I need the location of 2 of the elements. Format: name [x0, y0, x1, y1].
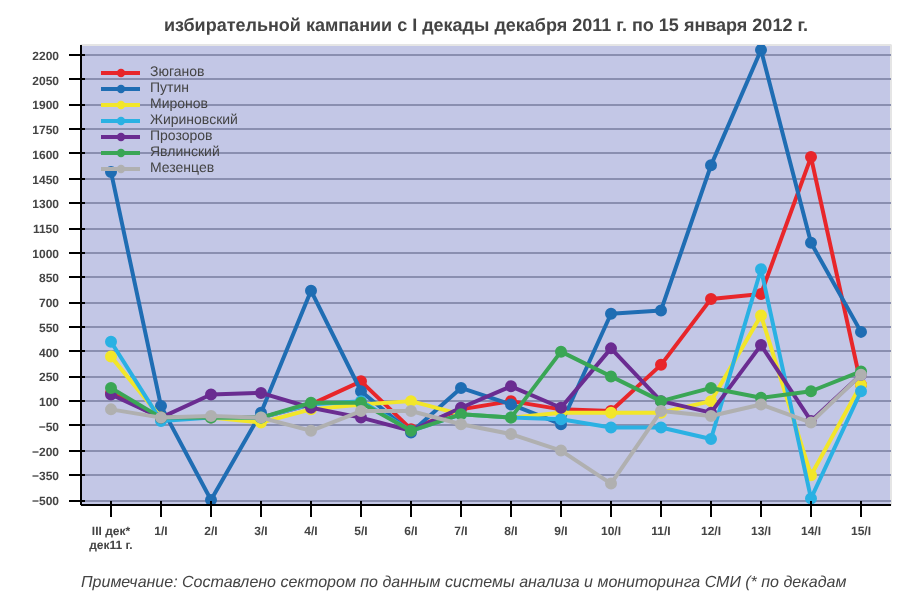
chart-title: избирательной кампании с I декады декабря 2011 г. по 15 января 2012 г. — [163, 15, 809, 35]
text: Примечание: Составлено сектором по данным системы анализа и мониторинга СМИ (* по декадам — [81, 573, 848, 591]
